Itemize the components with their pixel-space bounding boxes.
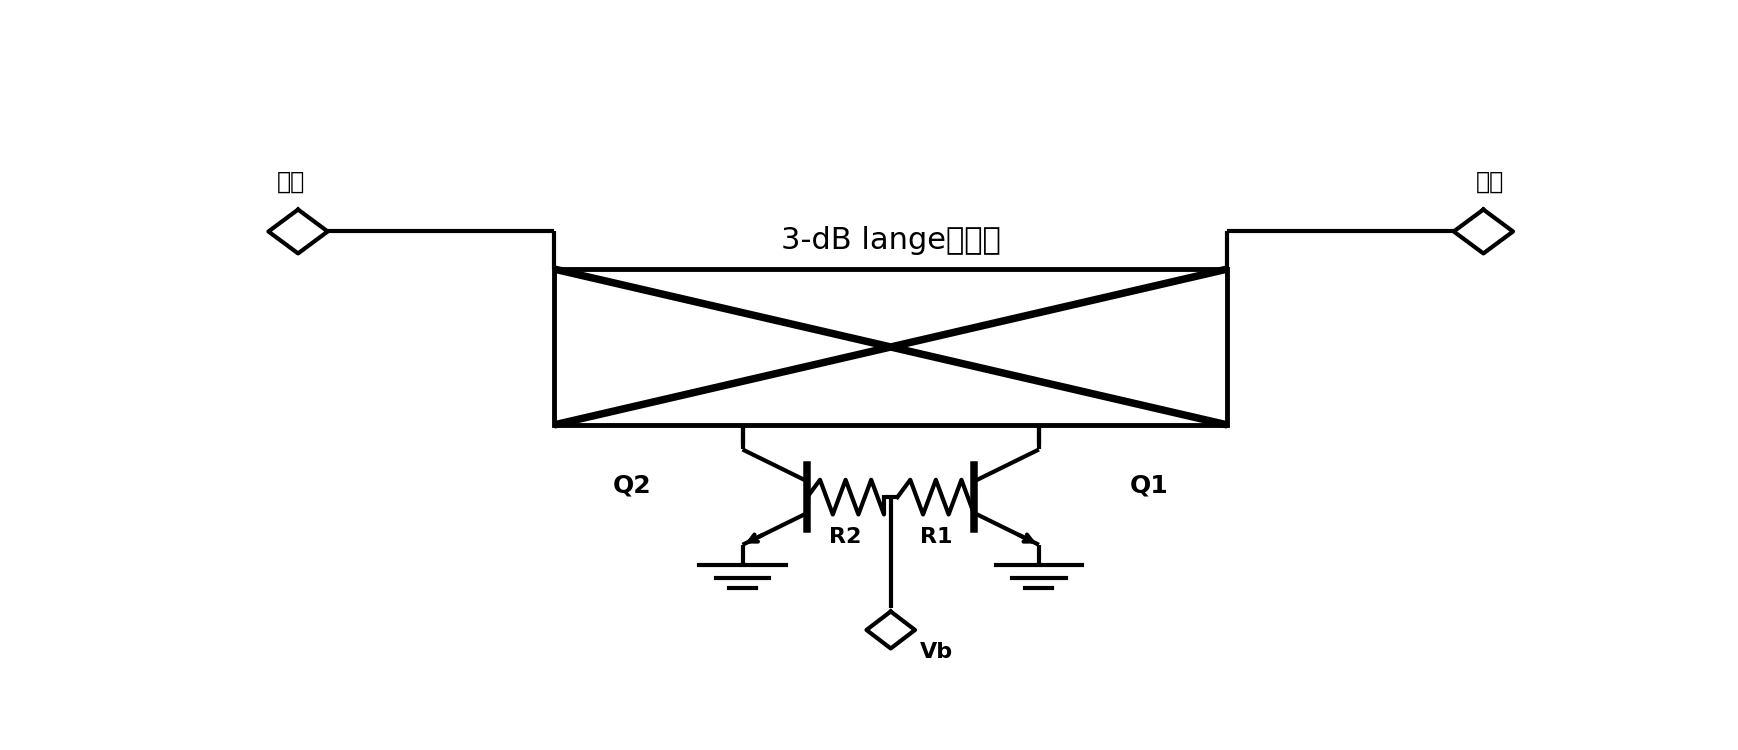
Text: R2: R2 — [829, 527, 862, 548]
Text: 输出: 输出 — [1476, 170, 1505, 194]
Text: R1: R1 — [919, 527, 952, 548]
Text: Vb: Vb — [921, 641, 954, 662]
Text: 3-dB lange耦合器: 3-dB lange耦合器 — [780, 226, 1001, 254]
Text: Q2: Q2 — [614, 473, 652, 497]
Text: 输入: 输入 — [276, 170, 306, 194]
Bar — [554, 269, 1227, 425]
Text: Q1: Q1 — [1130, 473, 1168, 497]
